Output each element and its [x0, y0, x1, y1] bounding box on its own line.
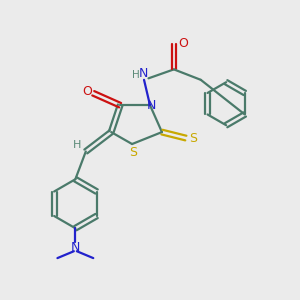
Text: H: H: [132, 70, 140, 80]
Text: N: N: [147, 99, 156, 112]
Text: N: N: [139, 68, 148, 80]
Text: O: O: [178, 37, 188, 50]
Text: S: S: [129, 146, 137, 159]
Text: H: H: [73, 140, 82, 150]
Text: O: O: [82, 85, 92, 98]
Text: S: S: [189, 132, 197, 145]
Text: N: N: [71, 241, 80, 254]
